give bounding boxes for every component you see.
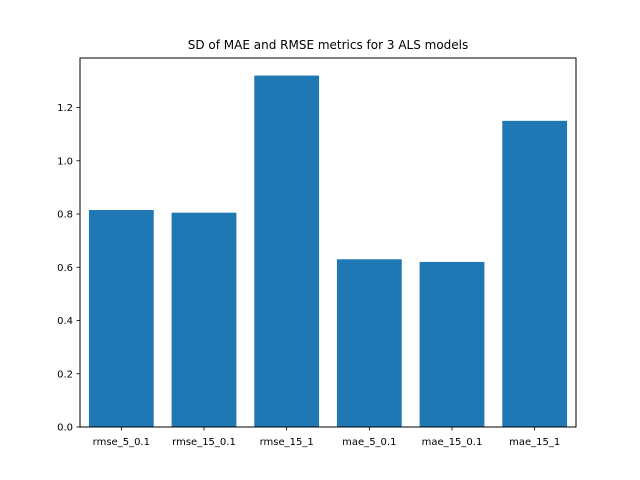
x-tick-label: rmse_15_1 [260, 437, 314, 448]
x-tick-label: rmse_15_0.1 [172, 437, 236, 448]
bar-mae_5_0.1 [336, 259, 402, 427]
x-tick-label: mae_15_0.1 [422, 437, 483, 448]
x-tick-label: mae_15_1 [509, 437, 560, 448]
bar-rmse_5_0.1 [88, 210, 154, 427]
bar-mae_15_1 [502, 120, 568, 427]
y-tick-label: 0.6 [57, 263, 73, 274]
bar-mae_15_0.1 [419, 261, 485, 427]
y-tick-label: 1.0 [57, 156, 73, 167]
bar-rmse_15_0.1 [171, 212, 237, 427]
x-tick-label: mae_5_0.1 [342, 437, 396, 448]
y-tick-label: 0.8 [57, 210, 73, 221]
x-tick-label: rmse_5_0.1 [93, 437, 150, 448]
bars [88, 75, 568, 428]
y-tick-label: 1.2 [57, 103, 73, 114]
y-tick-label: 0.4 [57, 316, 73, 327]
chart-title: SD of MAE and RMSE metrics for 3 ALS mod… [188, 38, 469, 52]
bar-rmse_15_1 [254, 75, 320, 428]
x-axis: rmse_5_0.1 rmse_15_0.1 rmse_15_1 mae_5_0.1 m… [93, 427, 560, 448]
y-tick-label: 0.0 [57, 423, 73, 434]
y-tick-label: 0.2 [57, 369, 73, 380]
y-axis: 0.0 0.2 0.4 0.6 0.8 1.0 1.2 [57, 103, 80, 434]
plot-frame [79, 57, 577, 428]
